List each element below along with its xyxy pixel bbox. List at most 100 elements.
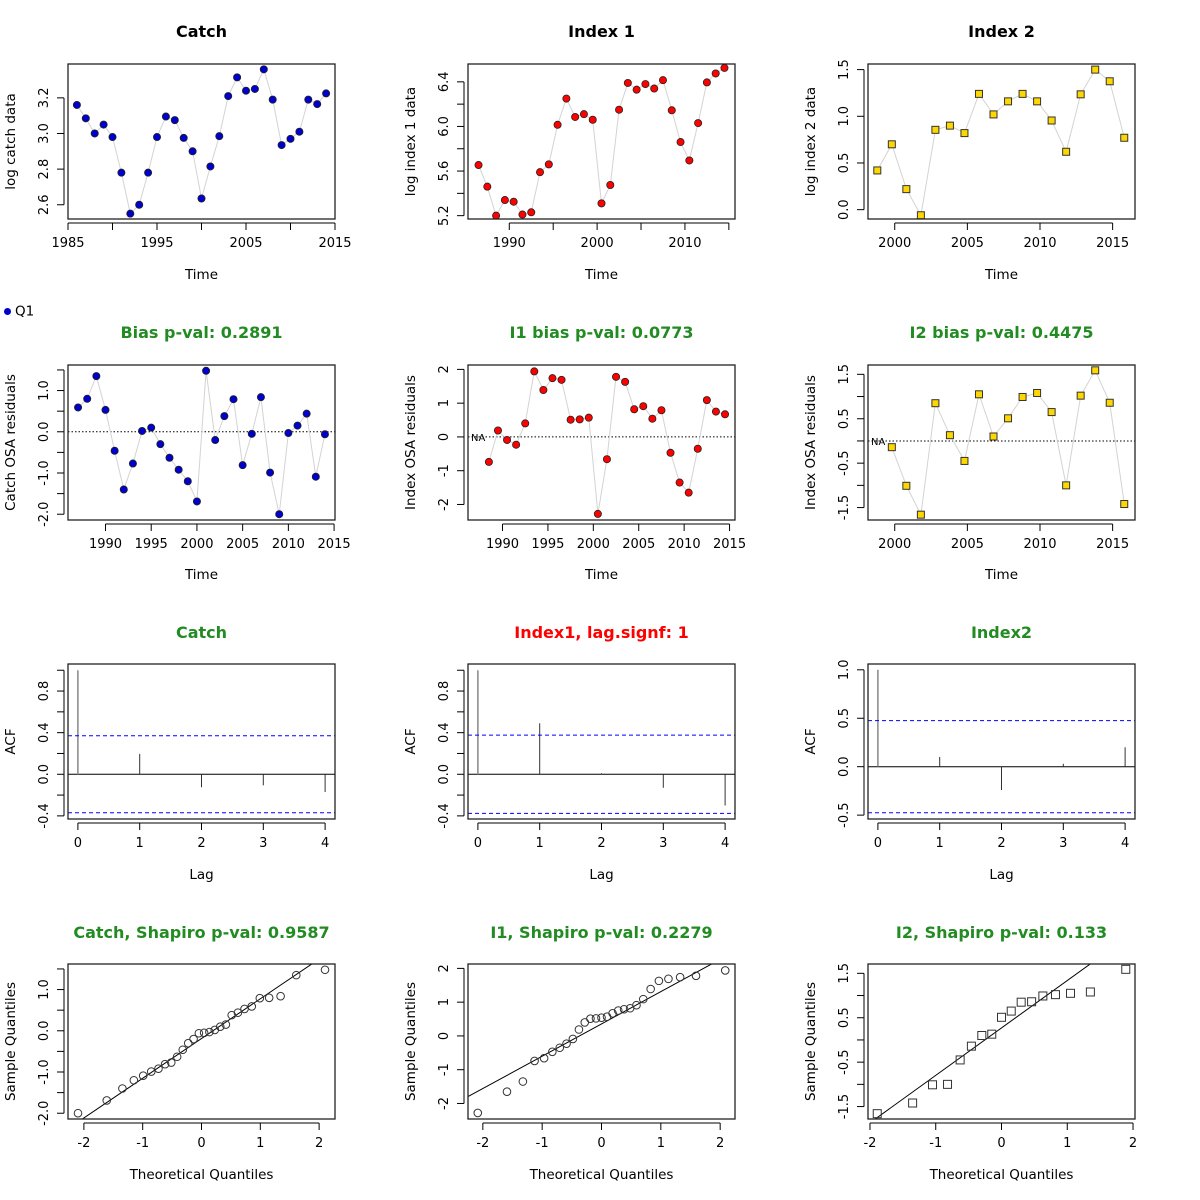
catch-acf-x-tick-label: 2 <box>197 836 205 851</box>
index2-resid-point <box>1033 388 1042 397</box>
index1-data-point <box>658 76 667 85</box>
index2-qq-qq-point <box>955 1055 965 1065</box>
index2-resid-plot-frame <box>867 364 1136 521</box>
index1-data-point <box>562 94 571 103</box>
index2-qq-qq-point <box>1085 987 1095 997</box>
catch-resid-point <box>275 510 284 519</box>
index1-resid-y-tick-label: -2 <box>437 498 452 511</box>
catch-qq-x-tick-label: -1 <box>136 1136 149 1151</box>
catch-resid-point <box>211 436 220 445</box>
index1-acf-x-tick-label: 0 <box>474 836 482 851</box>
catch-qq-y-tick-label: -2.0 <box>37 1101 52 1126</box>
catch-resid-y-tick-label: 0.0 <box>37 421 52 442</box>
catch-data-point <box>72 100 81 109</box>
index1-resid-point <box>521 419 530 428</box>
index1-data-y-tick-label: 5.2 <box>437 205 452 226</box>
index2-qq-qq-point <box>1121 964 1131 974</box>
index2-resid-point <box>974 390 983 399</box>
index1-acf-xlabel: Lag <box>589 867 613 883</box>
index2-data-xlabel: Time <box>984 267 1018 283</box>
index1-resid-xlabel: Time <box>584 567 618 583</box>
index2-data-x-tick-label: 2010 <box>1023 236 1056 251</box>
index1-data-point <box>685 156 694 165</box>
catch-resid-point <box>229 395 238 404</box>
index1-data-point <box>500 196 509 205</box>
index1-qq-qq-point <box>580 1018 590 1027</box>
index2-data-ylabel: log index 2 data <box>803 87 819 196</box>
catch-data-y-tick-label: 3.0 <box>37 123 52 144</box>
catch-resid-point <box>183 477 192 486</box>
catch-acf-x-tick-label: 4 <box>321 836 329 851</box>
index1-data-point <box>579 110 588 119</box>
index1-qq-x-tick-label: 1 <box>657 1136 665 1151</box>
index1-data-point <box>492 211 501 220</box>
catch-resid-point <box>320 430 329 439</box>
index1-qq-qq-point <box>691 971 701 981</box>
catch-resid-point <box>266 468 275 477</box>
index2-resid-y-tick-label: 0.5 <box>837 408 852 429</box>
catch-data-x-tick-label: 1995 <box>140 236 173 251</box>
catch-resid-point <box>165 453 174 462</box>
catch-qq-qq-line <box>81 964 313 1119</box>
index2-resid-point <box>931 399 940 408</box>
index1-data-connector-line <box>478 67 725 217</box>
catch-resid-point <box>311 472 320 481</box>
index2-resid-point <box>1091 366 1100 375</box>
index1-data-point <box>544 160 553 169</box>
index1-data-y-tick-label: 6.4 <box>437 71 452 92</box>
catch-data-point <box>144 168 153 177</box>
index2-data-point <box>1033 97 1042 106</box>
index1-resid-point <box>584 413 593 422</box>
index2-data-point <box>1105 77 1114 86</box>
catch-qq-qq-point <box>189 1034 198 1044</box>
index2-data-y-tick-label: 1.0 <box>837 106 852 127</box>
catch-resid-point <box>156 440 165 449</box>
index1-resid-point <box>566 415 575 424</box>
index2-data-point <box>916 211 925 220</box>
index2-qq-qq-point <box>928 1080 938 1090</box>
index2-resid-x-tick-label: 2010 <box>1023 537 1056 552</box>
index2-qq-qq-point <box>977 1031 987 1041</box>
index2-resid-point <box>1047 408 1056 417</box>
index1-resid-point <box>684 488 693 497</box>
index2-acf-y-tick-label: 0.5 <box>837 708 852 729</box>
index2-qq-qq-point <box>997 1012 1006 1022</box>
catch-acf-y-tick-label: 0.8 <box>37 681 52 702</box>
catch-resid-plot-frame <box>67 364 336 521</box>
catch-data-point <box>152 133 161 142</box>
catch-acf-title: Catch <box>176 623 227 642</box>
index2-qq-qq-point <box>966 1041 976 1051</box>
catch-qq-y-tick-label: 0.0 <box>37 1020 52 1041</box>
index2-resid-y-tick-label: -0.5 <box>837 450 852 475</box>
catch-data-title: Catch <box>176 22 227 41</box>
catch-resid-point <box>284 429 293 438</box>
index1-resid-panel: I1 bias p-val: 0.0773 Time Index OSA resid… <box>403 323 746 583</box>
index1-resid-x-tick-label: 2010 <box>668 537 701 552</box>
index1-resid-point <box>675 478 684 487</box>
catch-qq-y-tick-label: -1.0 <box>37 1059 52 1084</box>
index1-resid-point <box>639 402 648 411</box>
index2-data-point <box>902 185 911 194</box>
catch-resid-point <box>293 421 302 430</box>
index1-data-xlabel: Time <box>584 267 618 283</box>
catch-resid-xlabel: Time <box>184 567 218 583</box>
catch-resid-title: Bias p-val: 0.2891 <box>120 323 282 342</box>
catch-qq-ylabel: Sample Quantiles <box>3 982 19 1101</box>
catch-data-panel: Catch Time log catch data 1985 1995 2005 2015 2… <box>3 22 352 283</box>
catch-resid-point <box>92 372 101 381</box>
index1-qq-qq-point <box>638 994 648 1004</box>
index2-acf-plot-frame <box>867 663 1136 820</box>
index1-data-point <box>623 78 632 87</box>
legend-q1-marker <box>4 308 11 315</box>
index1-data-point <box>711 69 720 78</box>
index1-resid-x-tick-label: 1995 <box>531 537 564 552</box>
index1-data-y-tick-label: 5.6 <box>437 161 452 182</box>
index2-resid-point <box>989 432 998 441</box>
index2-resid-point <box>960 456 969 465</box>
catch-qq-qq-point <box>291 970 301 980</box>
index2-resid-point <box>1076 391 1085 400</box>
catch-resid-ylabel: Catch OSA residuals <box>3 374 19 511</box>
index2-resid-point <box>1105 398 1114 407</box>
catch-resid-y-tick-label: -2.0 <box>37 502 52 527</box>
catch-acf-x-tick-label: 3 <box>259 836 267 851</box>
